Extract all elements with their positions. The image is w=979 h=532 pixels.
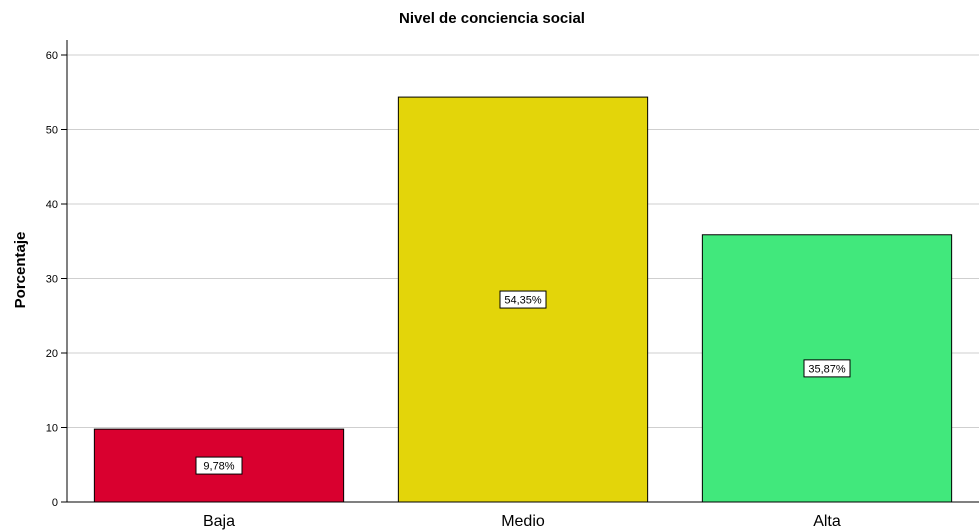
axes: 0 10 20 30 40 50 60 Baja Medio Alta <box>46 40 979 530</box>
y-tick-label-20: 20 <box>46 348 58 360</box>
data-label-medio: 54,35% <box>504 295 542 307</box>
x-tick-label-alta: Alta <box>813 513 841 530</box>
data-labels: 9,78% 54,35% 35,87% <box>195 290 851 475</box>
y-axis-label: Porcentaje <box>12 232 29 309</box>
chart-title: Nivel de conciencia social <box>399 10 585 27</box>
data-label-box-baja <box>195 456 243 475</box>
y-tick-label-0: 0 <box>52 497 58 509</box>
y-tick-label-30: 30 <box>46 274 58 286</box>
x-tick-label-baja: Baja <box>203 513 235 530</box>
y-tick-label-10: 10 <box>46 423 58 435</box>
data-label-box-alta <box>803 359 851 378</box>
x-tick-label-medio: Medio <box>501 513 545 530</box>
data-label-alta: 35,87% <box>808 363 846 375</box>
y-tick-label-60: 60 <box>46 50 58 62</box>
data-label-baja: 9,78% <box>203 461 234 473</box>
y-tick-label-40: 40 <box>46 199 58 211</box>
y-tick-label-50: 50 <box>46 125 58 137</box>
data-label-box-medio <box>499 290 547 309</box>
